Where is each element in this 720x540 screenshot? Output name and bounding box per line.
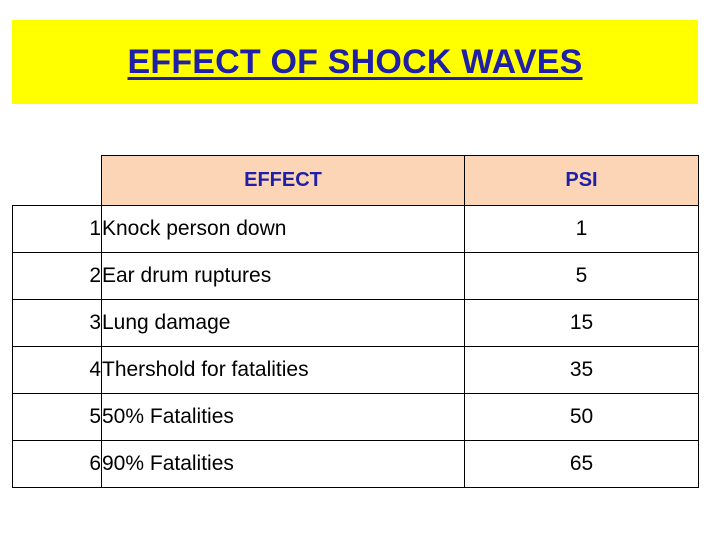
- page-title: EFFECT OF SHOCK WAVES: [127, 42, 583, 81]
- row-effect: Lung damage: [101, 299, 465, 347]
- table-row: 1 Knock person down 1: [12, 205, 699, 253]
- row-number: 3: [12, 299, 102, 347]
- row-effect: Knock person down: [101, 205, 465, 253]
- row-number: 5: [12, 393, 102, 441]
- shock-wave-effects-table: EFFECT PSI 1 Knock person down 1 2 Ear d…: [12, 155, 699, 488]
- table-row: 6 90% Fatalities 65: [12, 440, 699, 488]
- header-psi: PSI: [464, 155, 699, 206]
- row-number: 6: [12, 440, 102, 488]
- row-psi: 1: [464, 205, 699, 253]
- row-effect: 90% Fatalities: [101, 440, 465, 488]
- table-header-row: EFFECT PSI: [12, 155, 699, 206]
- row-psi: 35: [464, 346, 699, 394]
- row-effect: 50% Fatalities: [101, 393, 465, 441]
- row-effect: Ear drum ruptures: [101, 252, 465, 300]
- row-number: 1: [12, 205, 102, 253]
- row-number: 4: [12, 346, 102, 394]
- row-psi: 15: [464, 299, 699, 347]
- table-row: 3 Lung damage 15: [12, 299, 699, 347]
- row-psi: 5: [464, 252, 699, 300]
- row-effect: Thershold for fatalities: [101, 346, 465, 394]
- title-banner: EFFECT OF SHOCK WAVES: [12, 20, 698, 104]
- row-number: 2: [12, 252, 102, 300]
- header-blank-cell: [12, 155, 102, 206]
- row-psi: 50: [464, 393, 699, 441]
- row-psi: 65: [464, 440, 699, 488]
- table-row: 2 Ear drum ruptures 5: [12, 252, 699, 300]
- table-row: 4 Thershold for fatalities 35: [12, 346, 699, 394]
- header-effect: EFFECT: [101, 155, 465, 206]
- table-row: 5 50% Fatalities 50: [12, 393, 699, 441]
